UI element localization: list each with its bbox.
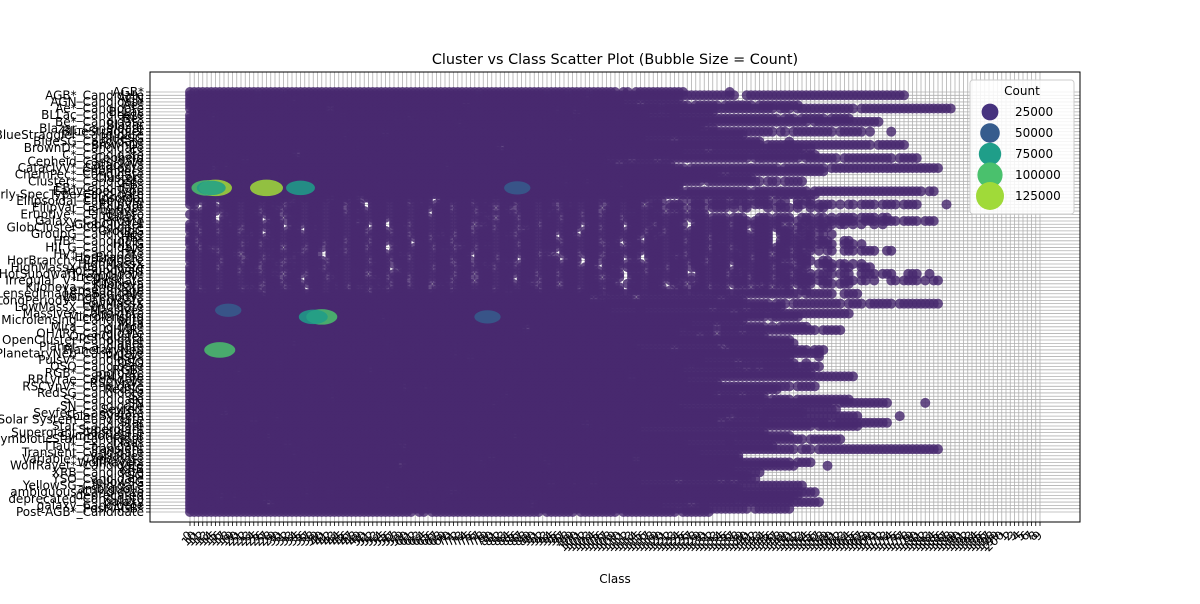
- data-point: [942, 199, 952, 209]
- data-point: [912, 199, 922, 209]
- data-point: [797, 176, 807, 186]
- data-point: [886, 127, 896, 137]
- data-point: [865, 127, 875, 137]
- data-point: [729, 90, 739, 100]
- data-point: [874, 117, 884, 127]
- data-point: [946, 104, 956, 114]
- data-point: [818, 203, 828, 213]
- data-point: [899, 140, 909, 150]
- data-point: [929, 186, 939, 196]
- data-point: [818, 166, 828, 176]
- data-point: [742, 203, 752, 213]
- data-point: [899, 90, 909, 100]
- data-point: [793, 203, 803, 213]
- chart-title: Cluster vs Class Scatter Plot (Bubble Si…: [432, 52, 798, 68]
- data-point: [912, 153, 922, 163]
- data-point: [933, 163, 943, 173]
